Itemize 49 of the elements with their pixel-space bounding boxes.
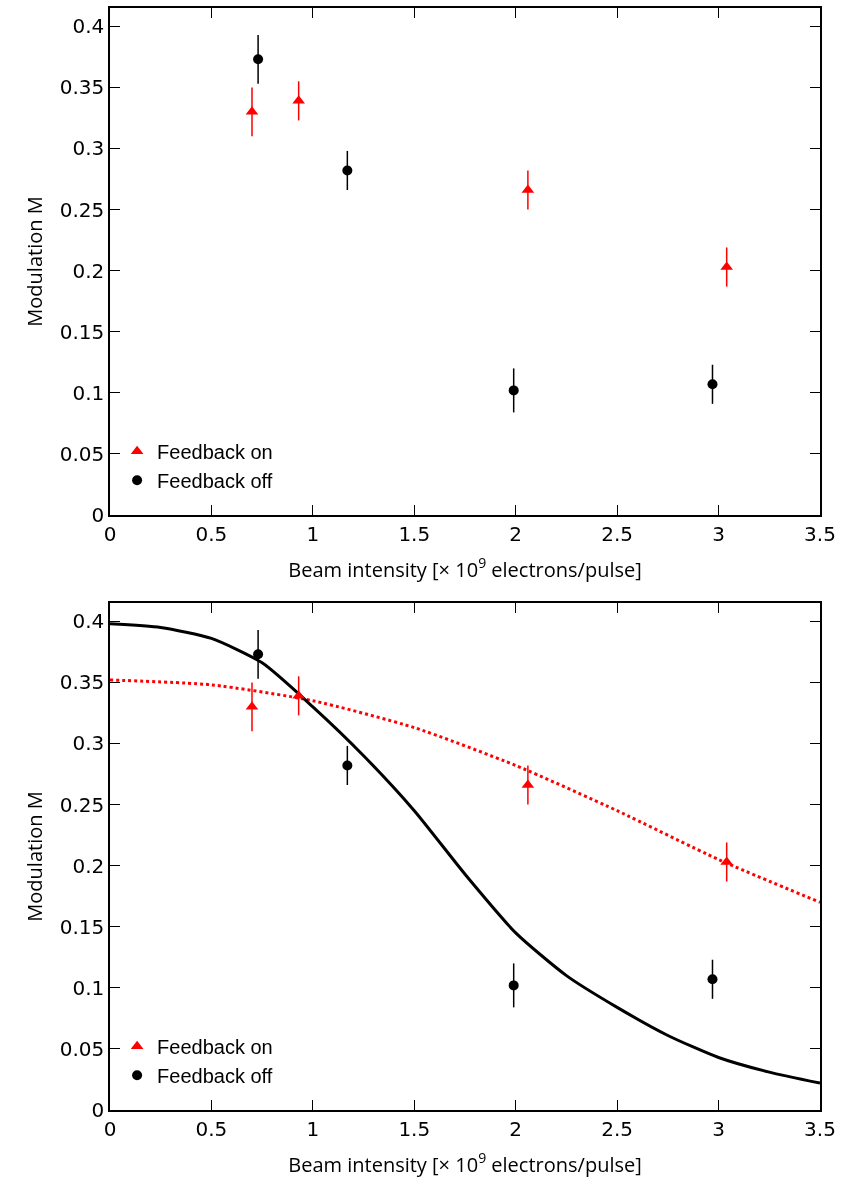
x-axis-title: Beam intensity [× 10$^{9}$ electrons/pulse] — [288, 1148, 642, 1178]
x-tick-label: 3 — [712, 521, 725, 546]
x-tick-label: 3.5 — [804, 521, 836, 546]
y-tick-label: 0.35 — [59, 670, 105, 695]
point — [253, 54, 264, 65]
point — [342, 165, 353, 176]
x-tick-label: 1.5 — [398, 521, 431, 546]
x-tick-label: 1 — [306, 521, 320, 546]
y-tick-label: 0.4 — [72, 14, 105, 39]
y-tick-label: 0 — [91, 1098, 105, 1122]
x-tick-label: 0.5 — [195, 1116, 228, 1141]
y-axis-title: Modulation M — [20, 196, 48, 327]
x-tick-label: 0.5 — [195, 521, 228, 546]
y-tick-label: 0.25 — [59, 792, 105, 817]
y-tick-label: 0.35 — [59, 75, 105, 100]
legend-label: Feedback on — [157, 441, 273, 464]
y-tick-label: 0.4 — [72, 609, 105, 634]
y-tick-label: 0 — [91, 503, 105, 527]
x-tick-label: 1 — [306, 1116, 320, 1141]
y-tick-label: 0.05 — [59, 441, 105, 466]
y-axis-title: Modulation M — [20, 791, 48, 922]
point — [342, 760, 353, 771]
legend-label: Feedback off — [157, 1065, 273, 1088]
point — [508, 980, 519, 991]
legend-label: Feedback off — [157, 470, 273, 493]
y-tick-label: 0.05 — [59, 1036, 105, 1061]
y-tick-label: 0.25 — [59, 197, 105, 222]
y-tick-label: 0.15 — [59, 319, 105, 344]
y-tick-label: 0.1 — [72, 380, 105, 405]
y-tick-label: 0.2 — [72, 853, 105, 878]
y-tick-label: 0.3 — [72, 136, 105, 161]
x-tick-label: 2 — [509, 1116, 523, 1141]
x-tick-label: 2.5 — [601, 521, 634, 546]
point — [707, 974, 718, 985]
x-tick-label: 3.5 — [804, 1116, 836, 1141]
x-axis-title: Beam intensity [× 10$^{9}$ electrons/pulse] — [288, 553, 642, 583]
point — [253, 649, 264, 660]
point — [508, 385, 519, 396]
y-tick-label: 0.15 — [59, 914, 105, 939]
x-tick-label: 1.5 — [398, 1116, 431, 1141]
y-tick-label: 0.3 — [72, 731, 105, 756]
x-tick-label: 2.5 — [601, 1116, 634, 1141]
x-tick-label: 2 — [509, 521, 523, 546]
y-tick-label: 0.1 — [72, 975, 105, 1000]
line-series — [110, 678, 820, 904]
legend-label: Feedback on — [157, 1036, 273, 1059]
y-tick-label: 0.2 — [72, 258, 105, 283]
point — [707, 379, 718, 390]
x-tick-label: 3 — [712, 1116, 725, 1141]
